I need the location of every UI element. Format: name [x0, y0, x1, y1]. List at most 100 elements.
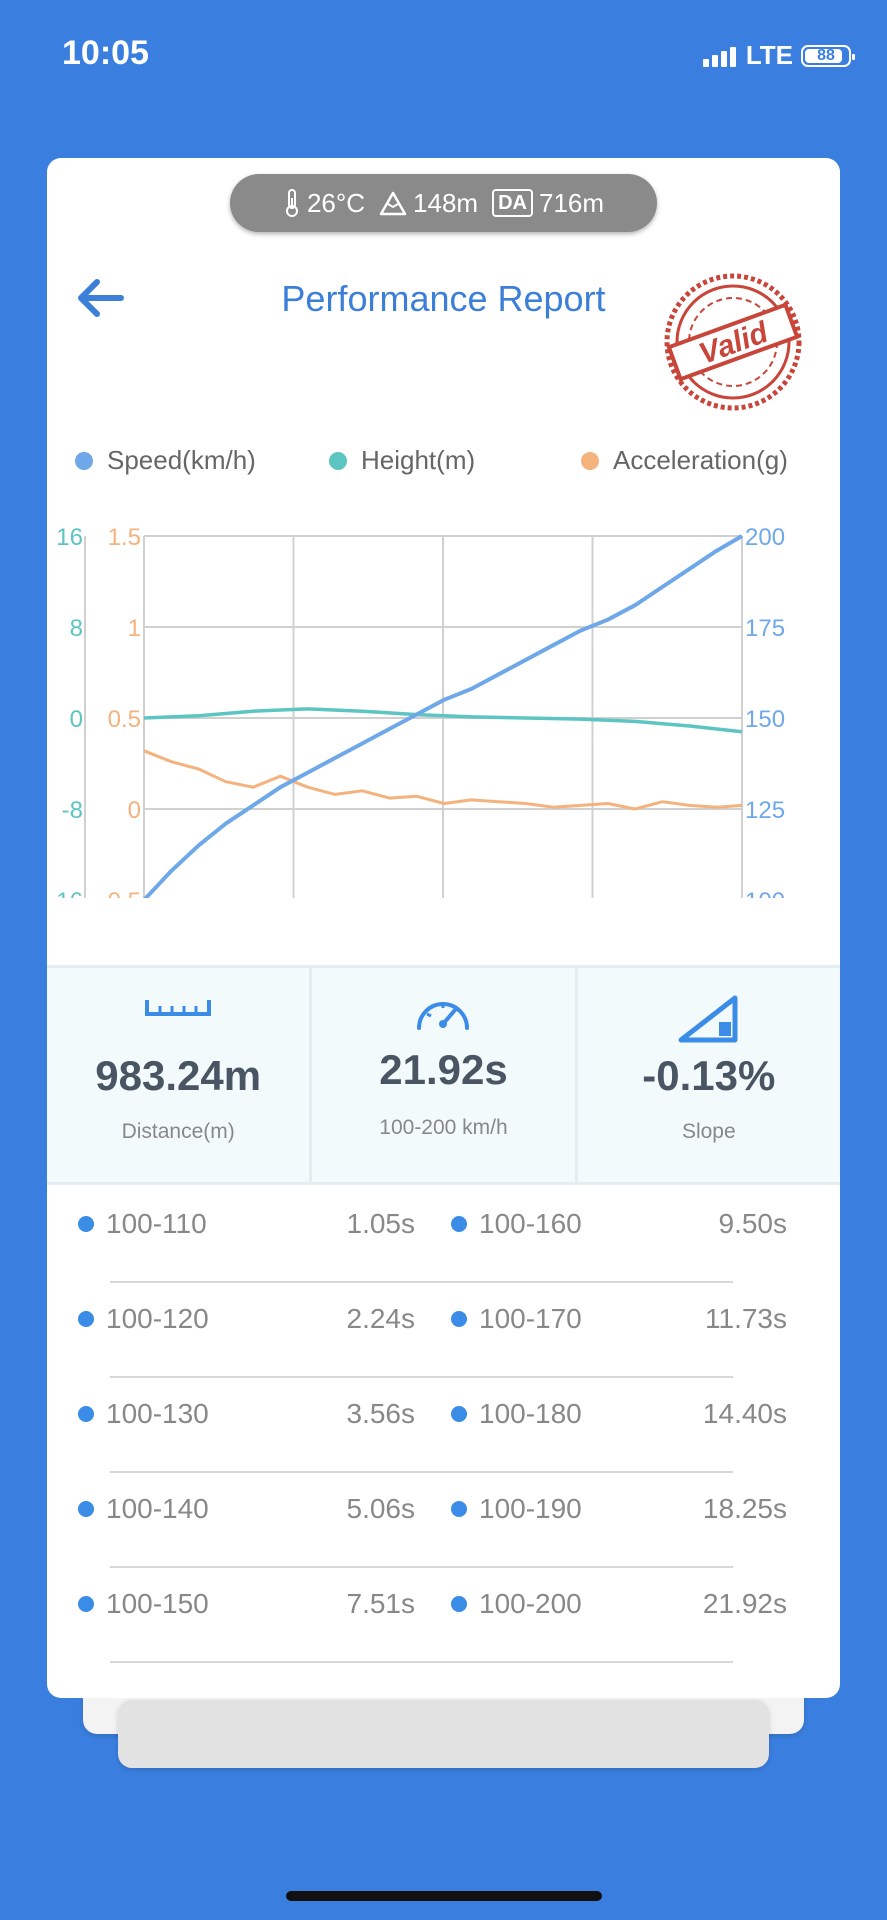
- bullet-dot: [78, 1216, 94, 1232]
- split-range-label: 100-120: [106, 1303, 209, 1334]
- legend-item-height: Height(m): [329, 445, 475, 476]
- bullet-dot: [78, 1406, 94, 1422]
- split-range-label: 100-170: [479, 1303, 582, 1334]
- split-time: 1.05s: [346, 1208, 416, 1239]
- split-row: 100-130 3.56s 100-180 14.40s: [47, 1378, 840, 1473]
- divider: [110, 1566, 733, 1568]
- altitude-value: 148m: [413, 187, 479, 218]
- legend-dot: [581, 451, 599, 470]
- split-time: 21.92s: [702, 1588, 787, 1619]
- distance-label: Distance(m): [121, 1120, 235, 1143]
- slope-label: Slope: [681, 1120, 736, 1143]
- density-altitude-item: DA 716m: [492, 188, 604, 219]
- split-range-left: 100-150: [78, 1588, 209, 1620]
- axis-tick-label: -8: [62, 797, 83, 824]
- speedometer-icon: [417, 1002, 470, 1030]
- legend-label: Height(m): [361, 445, 476, 475]
- split-time: 5.06s: [346, 1493, 416, 1524]
- legend-label: Acceleration(g): [613, 445, 788, 475]
- axis-tick-label: 100: [745, 888, 785, 898]
- environment-pill: 26°C 148m DA 716m: [230, 174, 657, 232]
- split-range-label: 100-200: [479, 1588, 582, 1619]
- time-value: 21.92s: [379, 1046, 508, 1093]
- split-range-label: 100-140: [106, 1493, 209, 1524]
- axis-tick-label: 0: [70, 706, 83, 733]
- split-row: 100-150 7.51s 100-200 21.92s: [47, 1568, 840, 1663]
- split-range-label: 100-180: [479, 1398, 582, 1429]
- split-time: 2.24s: [346, 1303, 416, 1334]
- distance-stat: 983.24m Distance(m): [47, 968, 313, 1182]
- network-label: LTE: [745, 40, 793, 70]
- da-badge: DA: [492, 189, 533, 217]
- divider: [110, 1471, 733, 1473]
- signal-icon: [702, 45, 736, 67]
- battery-icon: 88: [801, 44, 855, 67]
- split-range-right: 100-170: [451, 1303, 582, 1335]
- page-title: Performance Report: [281, 278, 606, 319]
- split-time: 9.50s: [718, 1208, 788, 1239]
- bullet-dot: [78, 1596, 94, 1612]
- axis-tick-label: 8: [70, 615, 83, 642]
- time-stat: 21.92s 100-200 km/h: [312, 968, 578, 1182]
- axis-tick-label: 16: [56, 524, 83, 551]
- divider: [110, 1376, 733, 1378]
- divider: [110, 1281, 733, 1283]
- axis-tick-label: 200: [745, 524, 785, 551]
- altitude-item: 148m: [379, 188, 478, 219]
- split-time: 11.73s: [705, 1303, 787, 1334]
- bullet-dot: [451, 1216, 467, 1232]
- legend-dot: [329, 451, 347, 470]
- legend-dot: [75, 451, 93, 470]
- bullet-dot: [78, 1501, 94, 1517]
- split-range-left: 100-110: [78, 1208, 207, 1240]
- legend-item-acceleration: Acceleration(g): [581, 445, 788, 476]
- axis-tick-label: 150: [745, 706, 785, 733]
- home-indicator[interactable]: [286, 1891, 602, 1901]
- axis-tick-label: 175: [745, 615, 785, 642]
- split-range-left: 100-140: [78, 1493, 209, 1525]
- slope-icon: [678, 995, 738, 1043]
- split-range-label: 100-150: [106, 1588, 209, 1619]
- report-card: 26°C 148m DA 716m Performance Report Val…: [47, 158, 840, 1698]
- split-range-right: 100-160: [451, 1208, 582, 1240]
- performance-chart: 16 8 0 -8 -16 1.5 1 0.5 0 -0.5 200 175 150 125 100: [48, 524, 785, 898]
- split-range-left: 100-120: [78, 1303, 209, 1335]
- axis-tick-label: 125: [745, 797, 785, 824]
- battery-percent: 88: [817, 46, 835, 64]
- stats-panel: 983.24m Distance(m) 21.92s 100-200 km/h …: [47, 965, 840, 1185]
- density-altitude-value: 716m: [538, 187, 605, 218]
- status-indicators: LTE 88: [702, 40, 855, 71]
- back-arrow-icon[interactable]: [69, 266, 133, 330]
- stacked-card-shadow: [118, 1700, 769, 1768]
- valid-stamp: Valid: [664, 273, 802, 411]
- split-range-label: 100-190: [479, 1493, 582, 1524]
- status-time: 10:05: [62, 34, 149, 72]
- split-row: 100-120 2.24s 100-170 11.73s: [47, 1283, 840, 1378]
- temperature-item: 26°C: [283, 188, 365, 219]
- split-range-right: 100-180: [451, 1398, 582, 1430]
- temperature-value: 26°C: [306, 187, 366, 218]
- slope-stat: -0.13% Slope: [578, 968, 840, 1182]
- split-row: 100-110 1.05s 100-160 9.50s: [47, 1188, 840, 1283]
- series-line-height-m: [143, 707, 743, 734]
- legend-item-speed: Speed(km/h): [75, 445, 256, 476]
- split-time: 7.51s: [346, 1588, 416, 1619]
- legend-label: Speed(km/h): [107, 445, 256, 475]
- battery-level-fill: [805, 48, 842, 63]
- split-range-right: 100-190: [451, 1493, 582, 1525]
- slope-value: -0.13%: [642, 1052, 776, 1099]
- thermometer-icon: [285, 189, 298, 217]
- split-range-label: 100-130: [106, 1398, 209, 1429]
- bullet-dot: [451, 1311, 467, 1327]
- ruler-icon: [145, 1000, 212, 1016]
- axis-tick-label: -16: [48, 888, 83, 898]
- split-range-label: 100-110: [106, 1208, 207, 1239]
- bullet-dot: [451, 1596, 467, 1612]
- split-range-left: 100-130: [78, 1398, 209, 1430]
- axis-tick-label: 0.5: [108, 706, 141, 733]
- split-row: 100-140 5.06s 100-190 18.25s: [47, 1473, 840, 1568]
- bullet-dot: [451, 1406, 467, 1422]
- bullet-dot: [451, 1501, 467, 1517]
- axis-tick-label: 1: [128, 615, 141, 642]
- chart-legend: Speed(km/h) Height(m) Acceleration(g): [47, 445, 840, 485]
